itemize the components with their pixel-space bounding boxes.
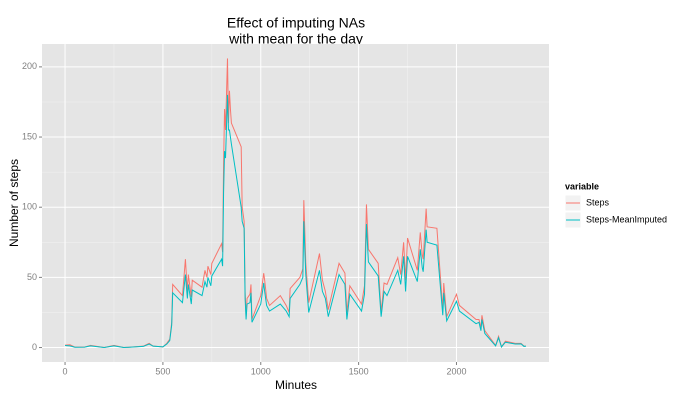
legend-title: variable — [565, 181, 599, 191]
x-tick-label: 1000 — [251, 366, 271, 376]
y-tick-label: 150 — [22, 131, 37, 141]
chart-title: with mean for the day — [228, 31, 363, 47]
legend-label: Steps-MeanImputed — [586, 214, 667, 224]
y-tick-label: 0 — [32, 342, 37, 352]
y-tick-label: 200 — [22, 61, 37, 71]
plot-panel — [42, 44, 549, 362]
x-tick-label: 500 — [155, 366, 170, 376]
y-axis-label: Number of steps — [7, 159, 21, 247]
legend-label: Steps — [586, 197, 610, 207]
y-tick-label: 100 — [22, 202, 37, 212]
x-axis-label: Minutes — [275, 378, 317, 392]
series-line — [65, 58, 526, 349]
y-tick-label: 50 — [27, 272, 37, 282]
chart-title: Effect of imputing NAs — [227, 15, 365, 31]
x-tick-label: 1500 — [349, 366, 369, 376]
x-tick-label: 2000 — [446, 366, 466, 376]
x-tick-label: 0 — [63, 366, 68, 376]
series-line — [65, 94, 527, 349]
